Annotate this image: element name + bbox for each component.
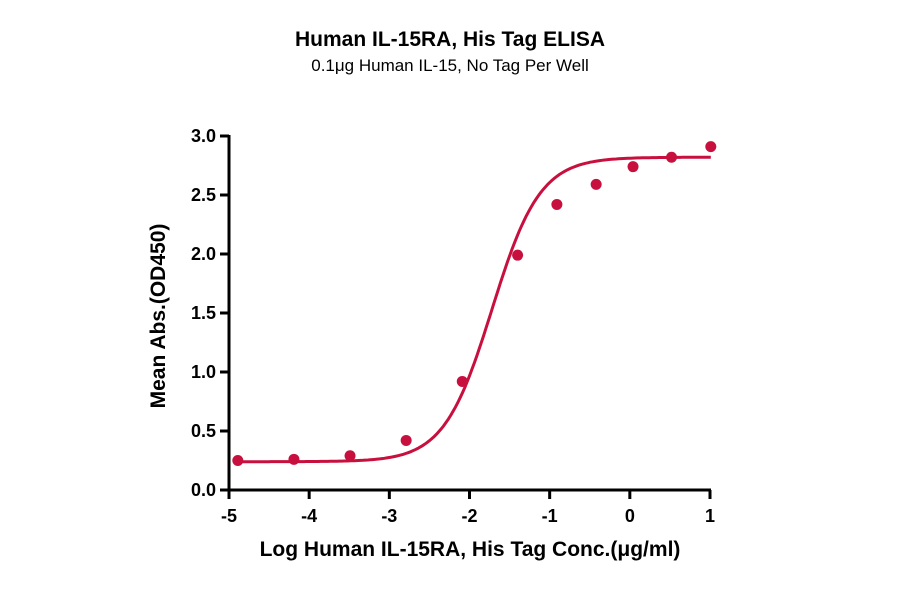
data-point [288, 453, 300, 465]
fit-curve [237, 155, 711, 464]
x-tick-label: 0 [625, 506, 635, 526]
x-axis-label: Log Human IL-15RA, His Tag Conc.(μg/ml) [259, 538, 681, 561]
data-point [344, 450, 356, 462]
x-tick-label: -4 [301, 506, 317, 526]
x-tick-label: -2 [461, 506, 477, 526]
x-tick-label: -1 [542, 506, 558, 526]
chart-subtitle: 0.1μg Human IL-15, No Tag Per Well [311, 56, 589, 75]
y-tick-label: 0.5 [191, 421, 216, 441]
x-tick-label: -3 [381, 506, 397, 526]
data-point [705, 141, 717, 153]
y-tick-label: 1.0 [191, 362, 216, 382]
x-tick-label: -5 [221, 506, 237, 526]
y-tick-label: 2.0 [191, 244, 216, 264]
data-point [512, 249, 524, 261]
data-points [232, 141, 717, 466]
data-point [456, 375, 468, 387]
y-tick-label: 2.5 [191, 185, 216, 205]
chart-title: Human IL-15RA, His Tag ELISA [295, 28, 605, 51]
data-point [551, 198, 563, 210]
data-point [666, 151, 678, 163]
data-point [232, 455, 244, 466]
data-point [627, 161, 639, 173]
x-tick-label: 1 [705, 506, 715, 526]
data-point [400, 434, 412, 446]
y-tick-label: 1.5 [191, 303, 216, 323]
y-tick-label: 3.0 [191, 126, 216, 146]
y-tick-label: 0.0 [191, 480, 216, 500]
data-point [590, 178, 602, 190]
axes: 0.0 0.5 1.0 1.5 2.0 2.5 3.0 -5 -4 -3 -2 -1 0 1 [191, 126, 715, 526]
